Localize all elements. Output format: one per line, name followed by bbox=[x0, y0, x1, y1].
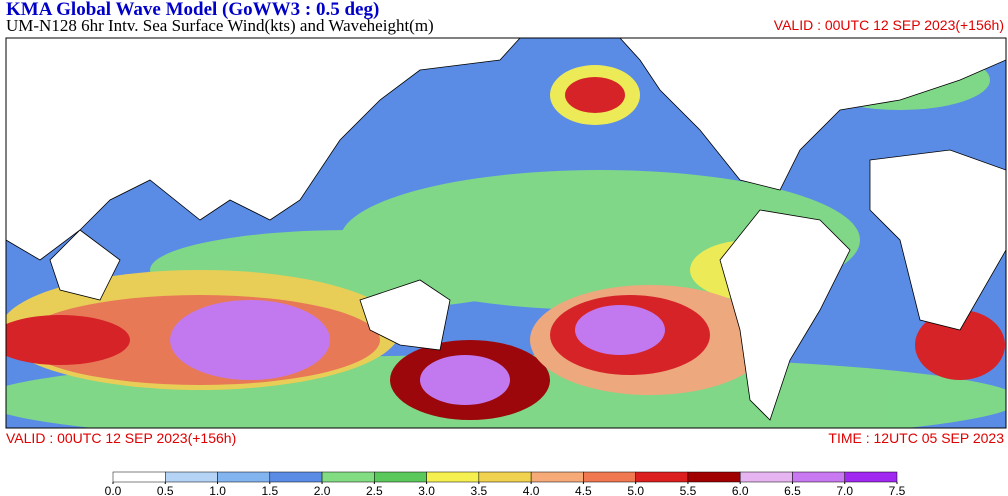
tick-label: 5.0 bbox=[627, 484, 644, 496]
map bbox=[5, 37, 1007, 429]
color-box bbox=[478, 471, 532, 483]
tick-label: 0.0 bbox=[105, 484, 122, 496]
tick-label: 1.5 bbox=[261, 484, 278, 496]
color-box bbox=[269, 471, 323, 483]
tick-label: 6.5 bbox=[784, 484, 801, 496]
title: KMA Global Wave Model (GoWW3 : 0.5 deg) bbox=[6, 0, 379, 20]
land bbox=[6, 38, 1006, 421]
tick-label: 0.5 bbox=[157, 484, 174, 496]
tick-label: 2.5 bbox=[366, 484, 383, 496]
color-box bbox=[635, 471, 689, 483]
map-frame bbox=[5, 37, 1007, 429]
wave-field bbox=[6, 50, 1006, 428]
colorbar: 0.0 0.5 1.0 1.5 2.0 2.5 3.0 3.5 4.0 4.5 5.0 5.5 6.0 6… bbox=[105, 471, 906, 496]
footer-time: TIME : 12UTC 05 SEP 2023 bbox=[828, 430, 1004, 446]
color-box bbox=[165, 471, 218, 483]
color-box bbox=[583, 471, 636, 483]
subtitle: UM-N128 6hr Intv. Sea Surface Wind(kts) … bbox=[6, 16, 434, 35]
color-box bbox=[321, 471, 375, 483]
color-box bbox=[844, 471, 898, 483]
color-box bbox=[687, 471, 741, 483]
color-box bbox=[217, 471, 271, 483]
tick-label: 5.5 bbox=[680, 484, 697, 496]
color-box bbox=[530, 471, 584, 483]
tick-label: 3.0 bbox=[418, 484, 435, 496]
tick-label: 4.0 bbox=[523, 484, 540, 496]
tick-label: 7.5 bbox=[889, 484, 906, 496]
tick-label: 2.0 bbox=[314, 484, 331, 496]
tick-label: 7.0 bbox=[836, 484, 853, 496]
tick-label: 4.5 bbox=[575, 484, 592, 496]
color-box bbox=[112, 471, 166, 483]
footer-valid: VALID : 00UTC 12 SEP 2023(+156h) bbox=[6, 430, 236, 446]
tick-label: 6.0 bbox=[732, 484, 749, 496]
tick-label: 3.5 bbox=[471, 484, 488, 496]
color-box bbox=[792, 471, 845, 483]
valid-label: VALID : 00UTC 12 SEP 2023(+156h) bbox=[774, 17, 1004, 33]
color-box bbox=[374, 471, 427, 483]
color-box bbox=[426, 471, 480, 483]
tick-label: 1.0 bbox=[209, 484, 226, 496]
color-box bbox=[739, 471, 793, 483]
